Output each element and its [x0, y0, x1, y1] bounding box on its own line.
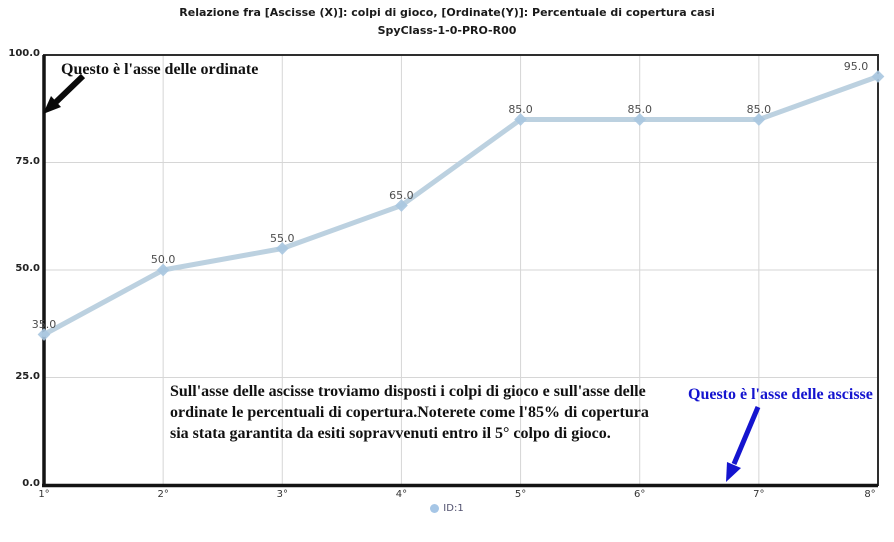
- x-tick-label: 5°: [514, 489, 527, 500]
- y-tick-label: 50.0: [15, 263, 40, 274]
- x-tick-label: 2°: [157, 489, 169, 500]
- data-point-marker: [275, 242, 289, 255]
- data-point-label: 85.0: [746, 102, 772, 116]
- legend: ID:1: [0, 503, 894, 514]
- description-note-line: ordinate le percentuali di copertura.Not…: [170, 404, 649, 421]
- data-point-marker: [37, 328, 51, 341]
- x-tick-label: 7°: [753, 489, 765, 500]
- data-point-label: 85.0: [627, 102, 652, 116]
- x-tick-label: 4°: [395, 489, 408, 500]
- ascisse-axis-annotation: Questo è l'asse delle ascisse: [688, 386, 873, 403]
- legend-label: ID:1: [443, 503, 464, 514]
- y-tick-label: 25.0: [15, 370, 40, 382]
- data-point-label: 95.0: [843, 59, 869, 73]
- chart-title-block: Relazione fra [Ascisse (X)]: colpi di gi…: [0, 6, 894, 37]
- description-note-line: sia stata garantita da esiti sopravvenut…: [170, 425, 611, 442]
- chart-title: Relazione fra [Ascisse (X)]: colpi di gi…: [179, 6, 715, 19]
- data-point-marker: [395, 199, 408, 212]
- description-note: Sull'asse delle ascisse troviamo dispost…: [170, 381, 649, 444]
- description-note-line: Sull'asse delle ascisse troviamo dispost…: [170, 383, 646, 400]
- ascisse-arrow-icon: [726, 406, 761, 482]
- series-line: [41, 74, 881, 337]
- y-tick-label: 100.0: [8, 48, 40, 59]
- data-point-label: 55.0: [270, 231, 295, 245]
- x-tick-label: 3°: [276, 489, 288, 500]
- x-tick-label: 8°: [864, 489, 876, 500]
- ordinate-axis-annotation: Questo è l'asse delle ordinate: [61, 61, 259, 78]
- y-tick-label: 0.0: [22, 478, 40, 489]
- data-point-label: 85.0: [508, 102, 533, 116]
- chart-subtitle: SpyClass-1-0-PRO-R00: [377, 24, 517, 37]
- data-point-marker: [156, 263, 170, 277]
- legend-marker-icon: [430, 504, 440, 513]
- data-point-label: 50.0: [150, 253, 176, 266]
- ordinate-arrow-icon: [43, 73, 86, 114]
- x-tick-label: 1°: [38, 489, 50, 500]
- y-tick-label: 75.0: [15, 155, 40, 167]
- data-point-label: 65.0: [389, 188, 414, 202]
- chart-series-layer: [37, 54, 885, 488]
- data-point-label: 35.0: [31, 317, 57, 331]
- x-tick-label: 6°: [634, 489, 646, 500]
